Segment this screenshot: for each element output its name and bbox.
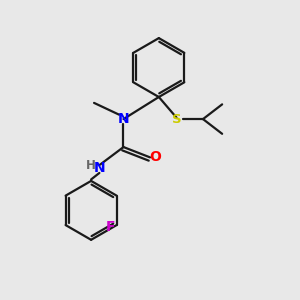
Text: H: H: [85, 159, 95, 172]
Text: F: F: [105, 220, 115, 234]
Text: N: N: [94, 161, 106, 175]
Text: N: N: [118, 112, 129, 126]
Text: S: S: [172, 112, 181, 126]
Text: O: O: [149, 150, 161, 164]
